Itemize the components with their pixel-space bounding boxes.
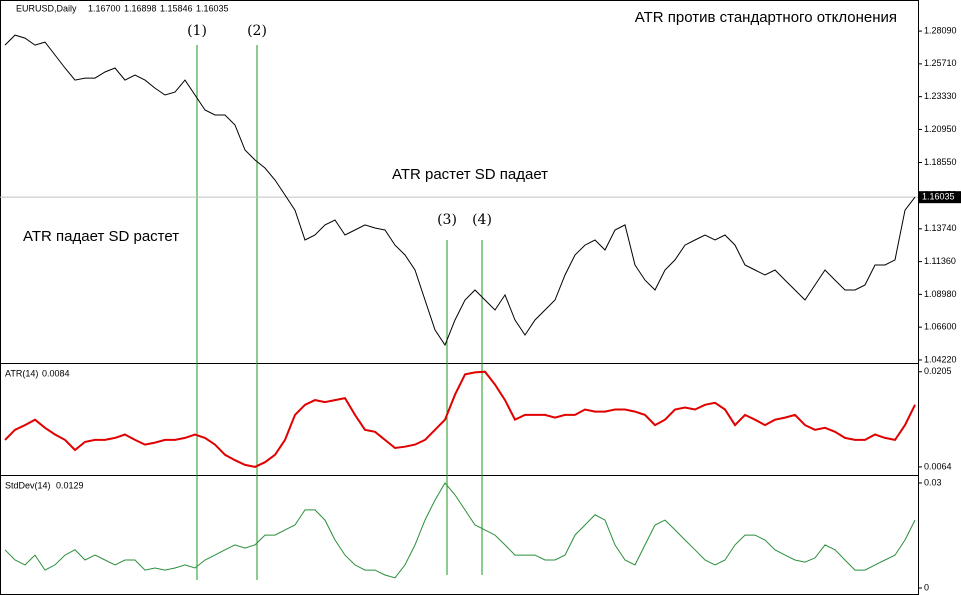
y-tick-label: 1.13740 (924, 223, 957, 233)
indicator-name: ATR(14) (5, 368, 38, 378)
y-tick-label: 0 (924, 582, 929, 592)
indicator-value: 0.0084 (42, 368, 70, 378)
y-tick-label: 1.08980 (924, 289, 957, 299)
y-tick-label: 1.23330 (924, 91, 957, 101)
y-tick-label: 0.0205 (924, 366, 952, 376)
symbol: EURUSD,Daily (16, 3, 77, 13)
ohlc-value: 1.16700 (88, 3, 121, 13)
indicator-value: 0.0129 (56, 480, 84, 490)
marker-label: (4) (472, 212, 492, 228)
annotation: ATR растет SD падает (392, 166, 548, 183)
marker-label: (3) (437, 212, 457, 228)
annotation: ATR падает SD растет (23, 228, 179, 245)
y-tick-label: 1.18550 (924, 157, 957, 167)
y-tick-label: 1.04220 (924, 354, 957, 364)
current-price-label: 1.16035 (922, 192, 955, 202)
current-price-box (919, 191, 961, 204)
y-tick-label: 1.25710 (924, 58, 957, 68)
ohlc-value: 1.15846 (160, 3, 193, 13)
series-line (4, 34, 916, 347)
series-line (4, 370, 916, 468)
series-line (4, 482, 916, 579)
indicator-name: StdDev(14) (5, 480, 51, 490)
y-tick-label: 1.28090 (924, 25, 957, 35)
ohlc-value: 1.16035 (196, 3, 229, 13)
ohlc-value: 1.16898 (124, 3, 157, 13)
y-tick-label: 1.20950 (924, 124, 957, 134)
y-tick-label: 1.11360 (924, 256, 956, 266)
chart-title: ATR против стандартного отклонения (635, 9, 897, 26)
y-tick-label: 1.06600 (924, 322, 957, 332)
y-tick-label: 0.03 (924, 477, 942, 487)
marker-label: (2) (247, 23, 267, 39)
marker-label: (1) (187, 23, 207, 39)
y-tick-label: 0.0064 (924, 461, 952, 471)
